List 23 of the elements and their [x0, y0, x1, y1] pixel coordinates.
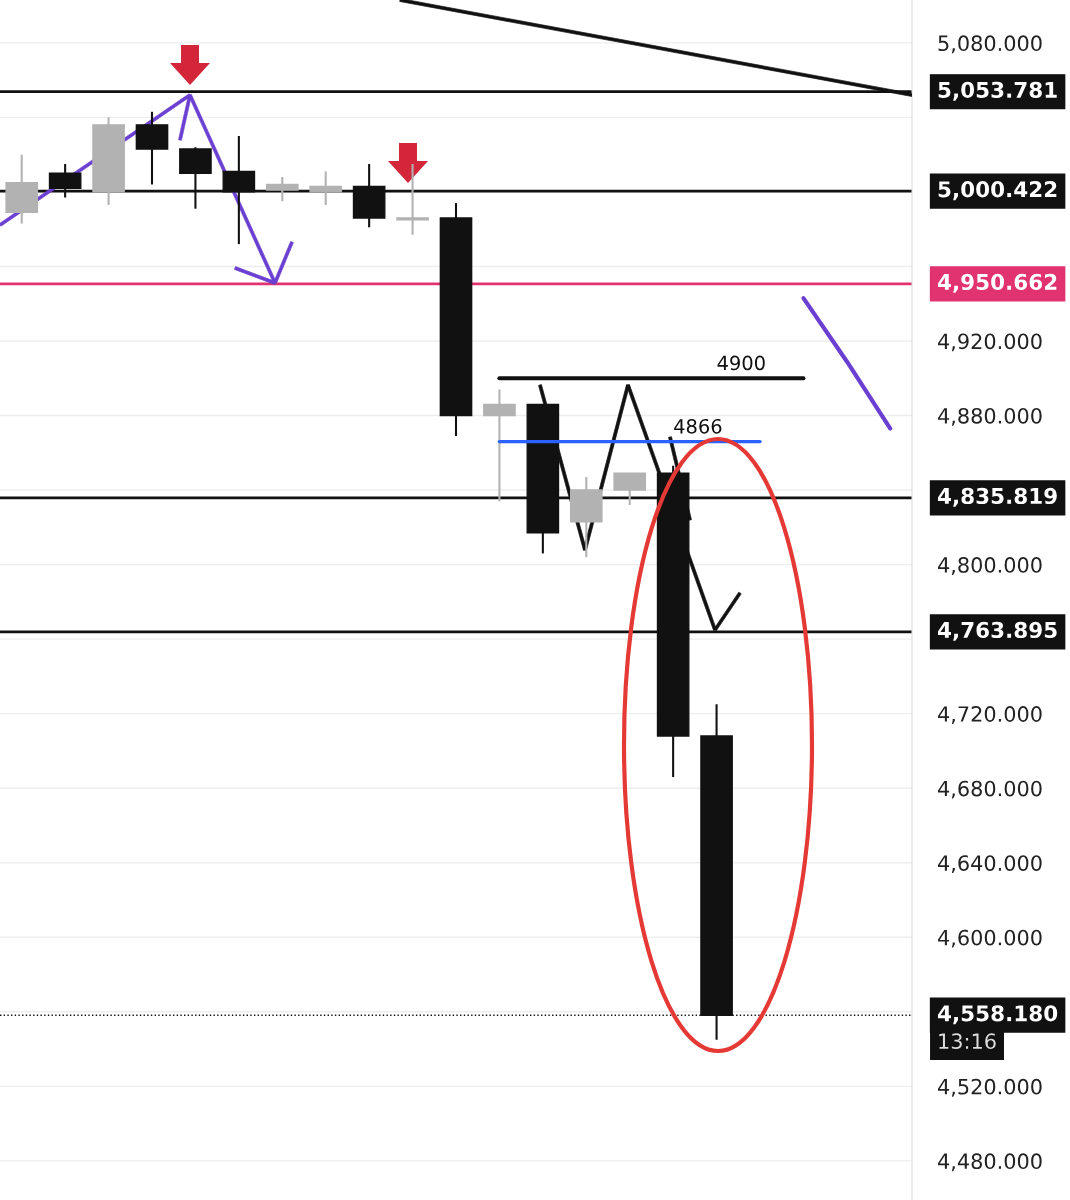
y-tick-label: 4,800.000 [938, 557, 1042, 575]
y-tick-label: 4,880.000 [938, 407, 1042, 426]
candlestick [265, 175, 299, 203]
ref-line-label: 4,763.895 [937, 621, 1057, 641]
ref-line-label: 5,053.781 [938, 81, 1057, 101]
y-tick-label: 5,080.000 [938, 35, 1042, 54]
y-tick-label: 4,520.000 [938, 1078, 1042, 1097]
candlestick [483, 388, 516, 503]
y-tick-label: 4,720.000 [938, 706, 1042, 724]
y-tick-label: 4,920.000 [938, 333, 1042, 352]
ref-line-label: 4,558.180 [937, 1005, 1058, 1025]
text: 13:16 [939, 1033, 996, 1050]
y-tick-label: 4,480.000 [938, 1153, 1042, 1172]
ref-line-label: 4,950.662 [937, 273, 1057, 293]
ref-line-label: 4,835.819 [937, 487, 1057, 507]
ref-line-label: 5,000.422 [938, 181, 1057, 201]
y-tick-label: 4,640.000 [938, 855, 1042, 874]
candlestick [309, 170, 343, 207]
candlestick [396, 162, 429, 236]
series-label: 4866 [674, 418, 722, 434]
y-tick-label: 4,600.000 [938, 929, 1042, 948]
series-label: 4900 [717, 355, 765, 371]
y-tick-label: 4,680.000 [938, 780, 1042, 799]
